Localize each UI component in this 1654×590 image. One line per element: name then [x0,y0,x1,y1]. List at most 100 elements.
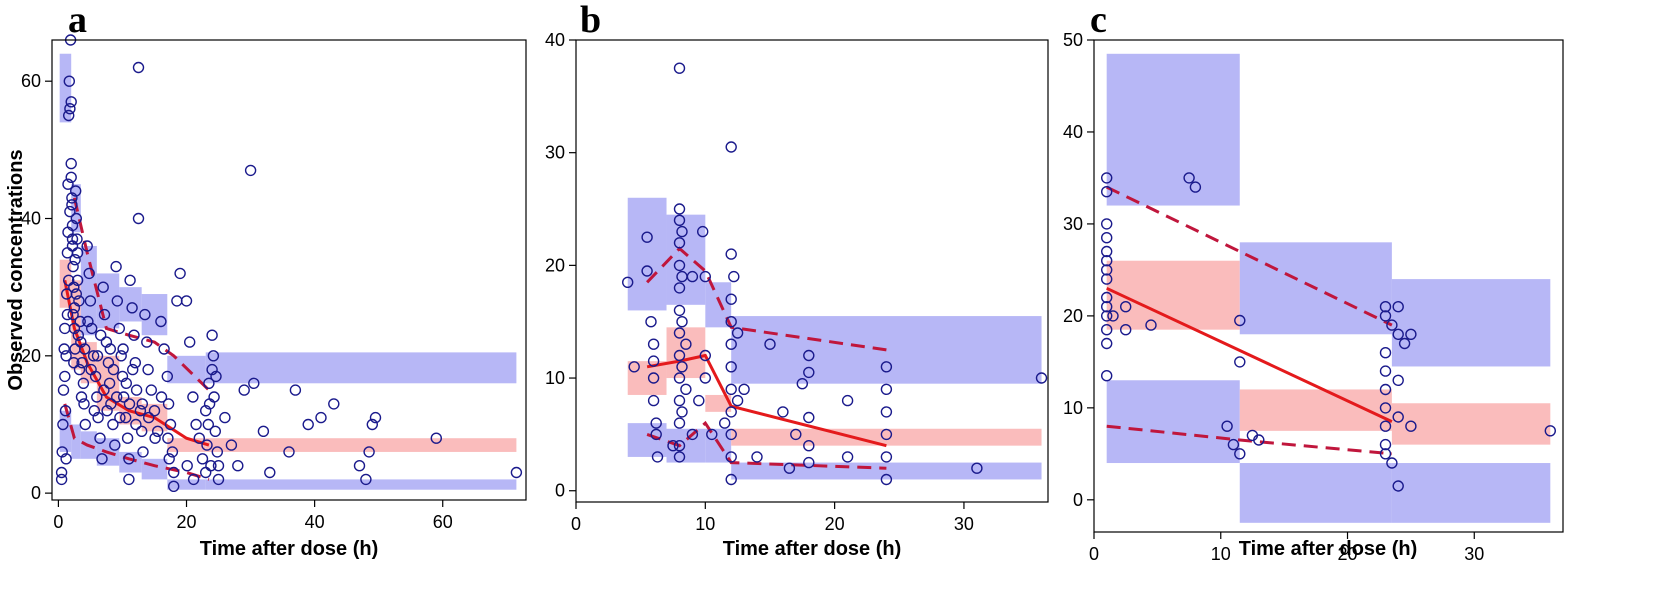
panel-b-observation-point [880,406,893,418]
panel-c-observation-point [1379,301,1392,313]
panel-b-observation-point [673,372,686,384]
panel-c-observation-point [1392,411,1404,423]
panel-b-lower-pi-band-1 [666,428,706,463]
panel-a-observation-point [248,377,260,389]
panel-a-observation-point [55,466,68,479]
panel-a-observation-point [207,350,220,362]
panel-c-y-tick-label: 30 [1063,214,1083,234]
panel-a-lower-pi-band-1 [71,424,81,459]
panel-b-axes: 0 10 20 30 0 10 20 30 40 [545,30,974,534]
panel-a-observation-point [68,357,80,369]
panel-c-observation-point [1100,370,1113,382]
panel-a-observation-point [115,350,127,362]
panel-b-observation-point [673,327,686,339]
panel-a-lower-pi-band-6 [167,479,206,490]
panel-a-observation-point [205,460,217,472]
panel-a-observation-point [71,274,84,286]
panel-b-observation-point [751,451,763,463]
panel-c-y-tick-label: 50 [1063,30,1083,50]
panel-a-observation-point [81,240,93,252]
panel-c-label: c [1090,0,1107,41]
panel-a-observation-point [57,418,69,431]
panel-b-observation-point [725,316,737,328]
panel-a-observation-point [302,418,314,431]
panel-b-observation-point [725,473,737,486]
panel-a-observation-point [65,96,77,108]
panel-a-observation-point [232,460,244,472]
panel-b-observation-point [697,225,709,238]
panel-b-observation-point [680,383,692,395]
panel-a-observation-point [60,453,72,465]
panel-a-observation-point [116,370,129,383]
panel-c-observation-point [1183,172,1195,184]
panel-a-observation-point [94,329,107,341]
panel-c-lower-pi-band-0 [1106,380,1240,464]
panel-a-observation-point [70,288,83,300]
panel-a: a 0 20 40 60 0 20 40 60 Time after dose (h) Obs… [5,0,527,560]
panel-b-observation-point [673,304,686,317]
panel-a-observation-point [126,302,138,314]
panel-b-observation-point [777,406,789,418]
panel-b-observation-point [647,394,660,407]
panel-b-observation-point [699,270,711,283]
panel-b-observation-point [650,417,662,429]
panel-a-observation-point [71,247,84,259]
panel-c-observation-point [1392,374,1404,386]
panel-b-observation-point [673,237,686,249]
panel-a-observation-point [64,102,76,115]
panel-a-upper-pi-band-4 [119,287,142,322]
panel-b-observation-point [645,316,657,328]
panel-a-frame [51,39,527,501]
panel-b-observation-point [699,349,711,362]
panel-b-observation-point [725,248,737,260]
panel-b-observation-point [725,338,737,350]
panel-c-observation-point [1379,420,1392,432]
panel-a-observation-point [187,473,200,486]
panel-a-observation-point [83,267,95,280]
panel-b-points [622,62,1048,486]
panel-b-observation-point [673,394,686,407]
panel-a-observation-point [84,295,97,307]
panel-b-x-tick-label: 0 [571,514,581,534]
panel-c-x-axis-title: Time after dose (h) [1239,538,1418,560]
panel-b-y-tick-label: 30 [545,143,565,163]
panel-a-observation-point [62,109,75,122]
panel-b-observation-point [725,361,737,373]
panel-a-observation-point [315,411,327,424]
panel-b-observation-point [841,451,854,463]
panel-b-observation-point [622,276,634,288]
panel-a-observation-point [183,336,196,348]
panel-b-observation-point [699,372,711,384]
panel-b-observation-point [725,428,737,441]
panel-a-observation-point [66,219,79,232]
panel-a-observation-point [201,439,213,451]
panel-a-observation-point [128,329,140,341]
panel-a-observation-point [363,446,375,458]
panel-a-observation-point [136,398,149,410]
panel-a-y-tick-label: 60 [21,71,41,91]
panel-b-x-tick-label: 30 [954,514,974,534]
panel-a-observation-point [64,205,76,218]
panel-a-y-tick-label: 40 [21,209,41,229]
panel-c-observation-point [1379,402,1392,414]
panel-a-observation-point [73,363,86,376]
panel-a-observation-point [206,363,218,376]
panel-a-observation-point [66,233,79,245]
panel-c-y-tick-label: 20 [1063,306,1083,326]
panel-a-observation-point [257,425,270,437]
panel-c-observation-point [1119,324,1132,336]
panel-a-x-tick-label: 0 [53,512,63,532]
panel-a-observation-point [202,418,215,431]
panel-a-x-axis-title: Time after dose (h) [200,538,379,560]
panel-a-y-tick-label: 0 [31,483,41,503]
panel-a-observation-point [163,453,175,465]
panel-a-x-tick-label: 20 [176,512,196,532]
panel-b-observation-point [673,203,686,215]
panel-c-median-pi-band-2 [1391,403,1551,445]
panel-a-observation-point [155,315,167,328]
panel-b-y-tick-label: 20 [545,255,565,275]
panel-a-observation-point [101,405,113,417]
panel-c-observation-point [1100,172,1113,184]
panel-b-observation-point [971,462,983,474]
